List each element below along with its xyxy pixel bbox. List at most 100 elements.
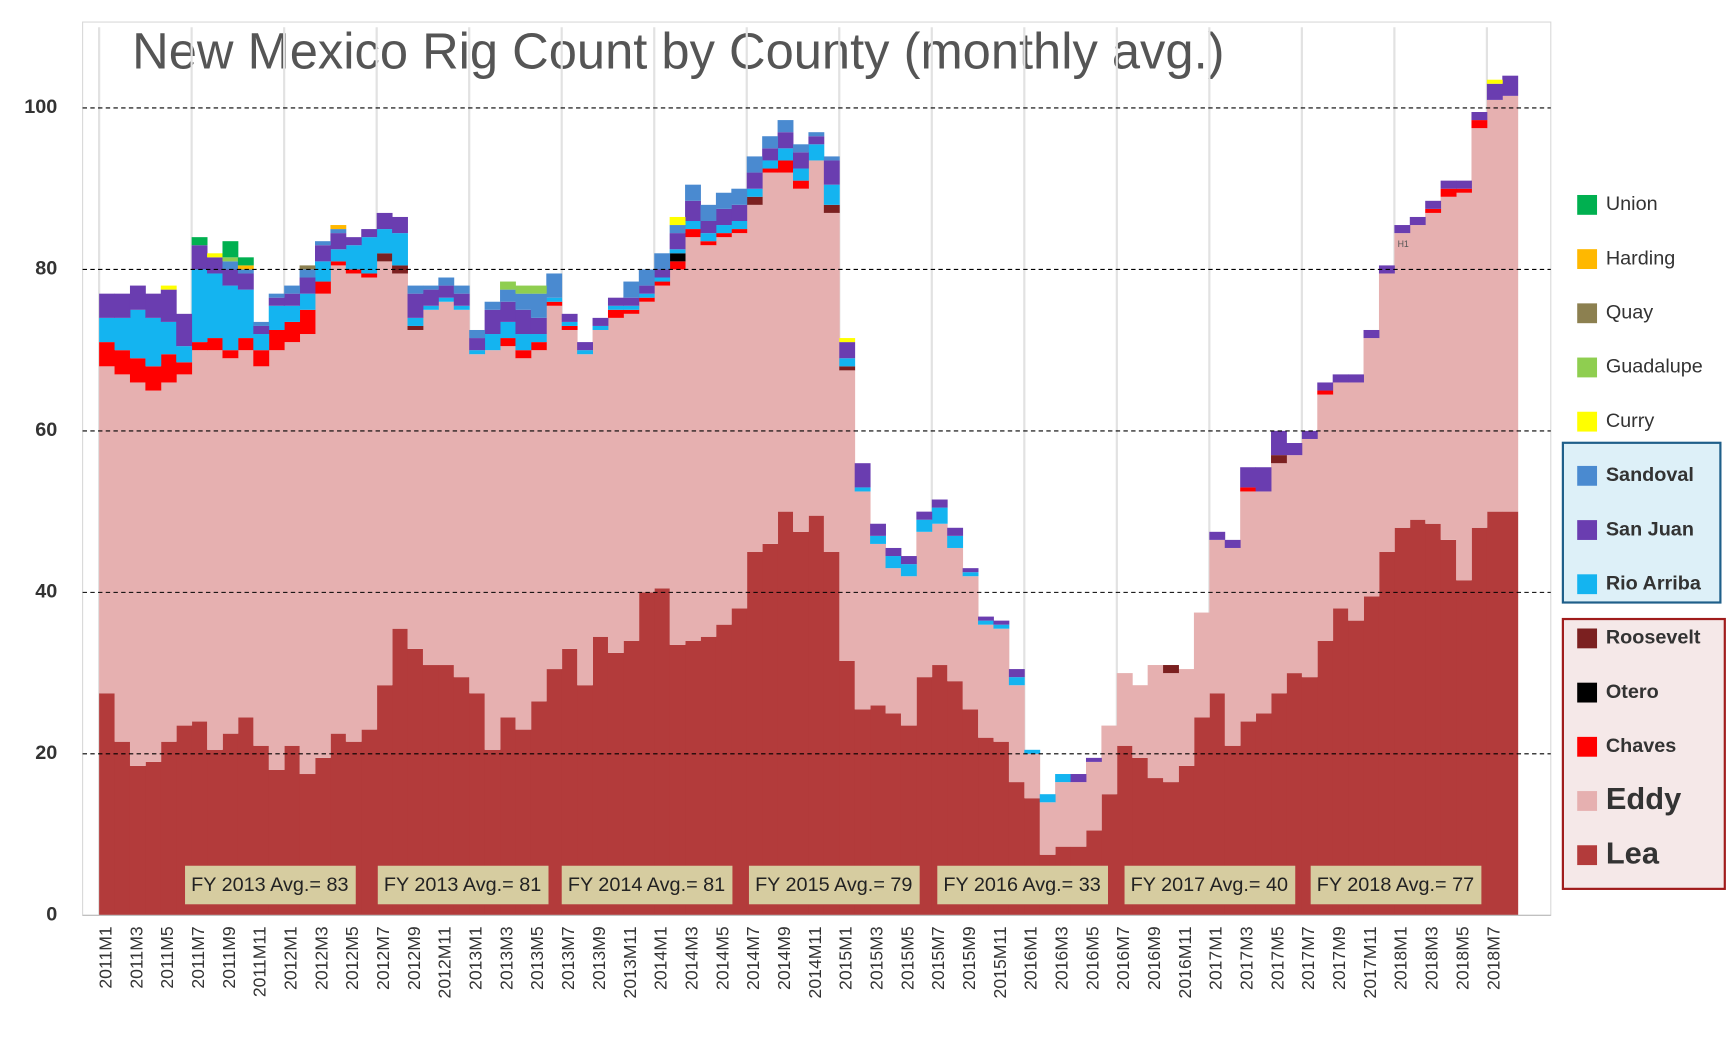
- bar-segment: [592, 329, 609, 637]
- bar-segment: [1502, 75, 1519, 96]
- bar-segment: [1271, 455, 1287, 464]
- bar-segment: [731, 204, 748, 221]
- bar-segment: [607, 652, 624, 916]
- bar-segment: [1224, 539, 1241, 548]
- bar-segment: [99, 293, 115, 318]
- bar-segment: [900, 576, 917, 726]
- note-label: H1: [1398, 239, 1409, 249]
- bar-segment: [1425, 200, 1442, 209]
- bar-segment: [160, 382, 177, 742]
- bar-segment: [777, 120, 794, 133]
- bar-segment: [638, 297, 655, 302]
- bar-segment: [469, 350, 486, 355]
- bar-segment: [1440, 188, 1457, 197]
- x-tick-label: 2017M9: [1329, 926, 1349, 990]
- bar-segment: [623, 297, 640, 306]
- legend-swatch: [1577, 411, 1598, 432]
- bar-segment: [1332, 608, 1349, 916]
- bar-segment: [1348, 382, 1364, 621]
- bar-segment: [160, 741, 177, 916]
- bar-segment: [1209, 531, 1226, 540]
- bar-segment: [685, 220, 701, 230]
- bar-segment: [1317, 394, 1334, 641]
- x-tick-label: 2015M7: [928, 926, 948, 990]
- bar-segment: [746, 188, 763, 197]
- bar-segment: [1332, 382, 1349, 609]
- bar-segment: [284, 293, 301, 306]
- bar-segment: [592, 325, 609, 330]
- bar-segment: [515, 350, 532, 359]
- bar-segment: [1471, 120, 1488, 129]
- bar-segment: [1440, 196, 1457, 540]
- bar-segment: [839, 342, 856, 359]
- bar-segment: [916, 519, 933, 532]
- bar-segment: [407, 325, 424, 330]
- bar-segment: [438, 277, 455, 286]
- bar-segment: [546, 273, 563, 298]
- bar-segment: [237, 257, 254, 266]
- legend-label: Eddy: [1606, 781, 1681, 816]
- bar-segment: [546, 669, 563, 916]
- bar-segment: [453, 285, 470, 294]
- bar-segment: [746, 172, 763, 189]
- x-tick-label: 2014M5: [712, 926, 732, 990]
- annotation-box: [937, 865, 1109, 905]
- annotation-box: [1310, 865, 1482, 905]
- bar-segment: [114, 293, 131, 318]
- bar-segment: [530, 334, 547, 343]
- bar-segment: [638, 269, 655, 286]
- y-tick-label: 40: [35, 581, 57, 603]
- bar-segment: [284, 305, 301, 322]
- x-tick-label: 2014M3: [681, 926, 701, 990]
- bar-segment: [191, 350, 208, 722]
- x-tick-label: 2013M7: [558, 926, 578, 990]
- bar-segment: [99, 693, 115, 916]
- bar-segment: [561, 325, 578, 330]
- bar-segment: [1301, 430, 1318, 439]
- bar-segment: [345, 273, 362, 742]
- legend-label: Otero: [1606, 681, 1659, 703]
- bar-segment: [345, 269, 362, 274]
- bar-segment: [469, 329, 486, 339]
- annotation-box: [1124, 865, 1296, 905]
- bar-segment: [1394, 527, 1411, 916]
- bar-segment: [376, 212, 393, 230]
- bar-segment: [669, 249, 686, 254]
- bar-segment: [191, 237, 208, 246]
- x-tick-label: 2014M11: [805, 926, 825, 998]
- bar-segment: [962, 576, 979, 710]
- bar-segment: [237, 273, 254, 290]
- bar-segment: [623, 309, 640, 314]
- bar-segment: [1209, 539, 1226, 694]
- bar-segment: [546, 305, 563, 670]
- x-tick-label: 2013M11: [620, 926, 640, 998]
- legend-swatch: [1577, 736, 1598, 757]
- bar-segment: [1286, 443, 1303, 456]
- bar-segment: [1085, 761, 1102, 831]
- x-tick-label: 2014M1: [651, 926, 671, 990]
- x-tick-label: 2015M3: [866, 926, 886, 990]
- bar-segment: [731, 233, 748, 609]
- bar-segment: [1132, 685, 1149, 758]
- bar-segment: [638, 301, 655, 593]
- x-tick-label: 2013M5: [527, 926, 547, 990]
- bar-segment: [284, 321, 301, 343]
- bar-segment: [1085, 757, 1102, 762]
- legend: Union Harding Quay Guadalupe Curry Sandoval Sa…: [1561, 193, 1726, 890]
- legend-label: Rio Arriba: [1606, 572, 1702, 594]
- bar-segment: [1363, 338, 1380, 597]
- bar-segment: [669, 644, 686, 916]
- bar-segment: [500, 346, 516, 718]
- bar-segment: [407, 329, 424, 649]
- bar-segment: [1456, 580, 1472, 916]
- bar-segment: [222, 257, 239, 262]
- bar-segment: [1163, 665, 1179, 674]
- bar-segment: [237, 350, 254, 718]
- bar-segment: [685, 229, 701, 238]
- x-tick-label: 2018M7: [1483, 926, 1503, 990]
- bar-segment: [330, 233, 347, 250]
- bar-segment: [1055, 774, 1072, 783]
- bar-segment: [1039, 802, 1056, 855]
- bar-segment: [654, 253, 671, 270]
- bar-segment: [1055, 782, 1072, 847]
